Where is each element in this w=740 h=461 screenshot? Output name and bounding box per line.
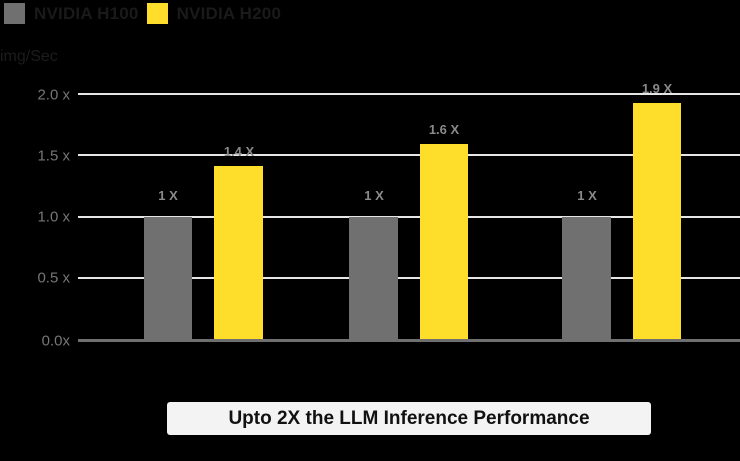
legend-label-h100: NVIDIA H100 bbox=[34, 3, 139, 23]
y-tick-1-0: 1.0 x bbox=[37, 208, 70, 226]
bar-h200-group3 bbox=[633, 103, 681, 340]
chart-caption: Upto 2X the LLM Inference Performance bbox=[167, 402, 651, 435]
legend-swatch-h200 bbox=[146, 3, 168, 24]
legend-label-h200: NVIDIA H200 bbox=[176, 3, 282, 23]
legend: NVIDIA H100 NVIDIA H200 bbox=[4, 3, 289, 24]
bar-label-h200-group3: 1.9 X bbox=[641, 81, 673, 96]
legend-item-h200: NVIDIA H200 bbox=[146, 3, 282, 24]
y-tick-2-0: 2.0 x bbox=[37, 86, 70, 104]
gridline-1-5 bbox=[78, 154, 740, 156]
y-tick-1-5: 1.5 x bbox=[37, 147, 70, 165]
legend-swatch-h100 bbox=[4, 3, 25, 24]
gridline-0-5 bbox=[78, 277, 740, 279]
x-axis-baseline bbox=[78, 339, 740, 342]
y-tick-0-0: 0.0x bbox=[41, 332, 70, 350]
bar-h100-group1 bbox=[144, 217, 192, 340]
y-axis-title: img/Sec bbox=[0, 48, 58, 65]
gridline-1-0 bbox=[78, 216, 740, 218]
bar-label-h200-group1: 1.4 X bbox=[223, 144, 255, 159]
bar-h100-group2 bbox=[349, 217, 398, 340]
bar-label-h100-group3: 1 X bbox=[577, 188, 597, 203]
bar-label-h100-group2: 1 X bbox=[364, 188, 384, 203]
legend-item-h100: NVIDIA H100 bbox=[4, 3, 139, 24]
gridline-2-0 bbox=[78, 93, 740, 95]
bar-h200-group1 bbox=[214, 166, 263, 340]
y-tick-0-5: 0.5 x bbox=[37, 269, 70, 287]
bar-label-h200-group2: 1.6 X bbox=[428, 122, 460, 137]
bar-label-h100-group1: 1 X bbox=[158, 188, 178, 203]
bar-h200-group2 bbox=[420, 144, 468, 340]
bar-h100-group3 bbox=[562, 217, 611, 340]
